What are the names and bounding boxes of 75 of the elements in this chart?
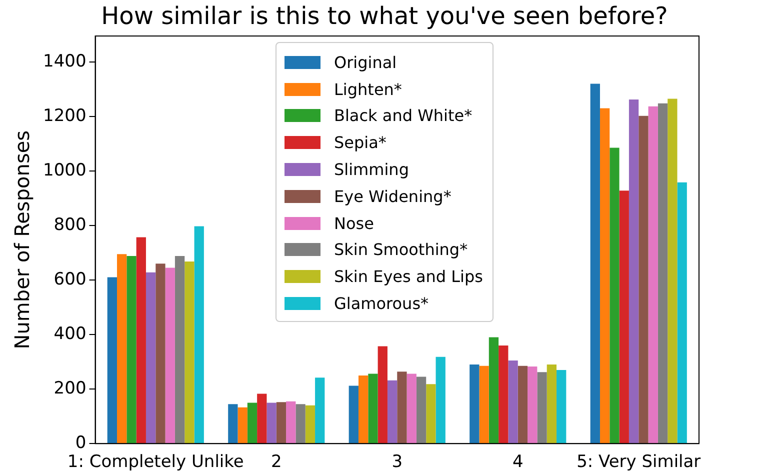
- bar: [619, 190, 629, 444]
- legend-label: Eye Widening*: [334, 186, 452, 206]
- bar: [348, 386, 358, 444]
- legend-label: Black and White*: [334, 106, 472, 126]
- bar: [590, 84, 600, 444]
- y-axis-title: Number of Responses: [10, 130, 34, 350]
- legend-label: Slimming: [334, 160, 409, 180]
- bar: [315, 378, 325, 444]
- bar: [528, 366, 538, 444]
- bar: [358, 375, 368, 444]
- bar: [498, 345, 508, 444]
- bar: [126, 256, 136, 444]
- bar: [416, 376, 426, 444]
- bar: [296, 404, 306, 444]
- bar: [610, 148, 620, 444]
- bar: [305, 405, 316, 444]
- bar: [600, 108, 610, 444]
- bar: [107, 277, 117, 444]
- y-tick-label: 0: [75, 433, 86, 454]
- bar: [286, 401, 296, 444]
- bar: [488, 337, 499, 444]
- y-tick-label: 400: [54, 324, 86, 344]
- legend-label: Original: [334, 52, 397, 72]
- bar: [479, 366, 489, 444]
- y-tick-label: 800: [54, 214, 86, 235]
- legend-label: Skin Smoothing*: [334, 240, 468, 260]
- bar: [174, 256, 185, 444]
- x-tick-label: 4: [512, 452, 524, 472]
- bar: [436, 356, 446, 444]
- bar: [238, 407, 248, 444]
- bar: [165, 268, 175, 444]
- bar: [518, 366, 528, 444]
- x-tick-label: 1: Completely Unlike: [67, 452, 244, 472]
- legend-label: Glamorous*: [334, 294, 429, 314]
- y-tick-label: 600: [54, 269, 86, 290]
- x-tick-label: 3: [392, 452, 403, 472]
- bar: [648, 106, 658, 444]
- bar: [406, 374, 416, 444]
- x-tick-label: 2: [270, 452, 282, 472]
- bar: [257, 394, 267, 444]
- bar: [677, 182, 687, 444]
- bar: [228, 404, 238, 444]
- bar: [266, 402, 276, 444]
- bar: [397, 372, 407, 444]
- y-tick-label: 1400: [43, 51, 86, 72]
- legend-label: Nose: [334, 214, 374, 233]
- bar: [537, 372, 547, 444]
- bar: [426, 384, 436, 444]
- bar: [628, 100, 639, 444]
- bar: [368, 374, 378, 444]
- bar: [117, 254, 127, 444]
- legend-label: Lighten*: [334, 80, 402, 99]
- bar: [194, 226, 204, 444]
- chart-title: How similar is this to what you've seen before?: [100, 2, 669, 30]
- bar: [470, 364, 480, 444]
- bar: [387, 380, 398, 444]
- legend-label: Sepia*: [334, 133, 386, 152]
- bar: [556, 370, 566, 444]
- bar: [668, 98, 678, 444]
- x-tick-label: 5: Very Similar: [576, 452, 701, 472]
- y-tick-label: 200: [54, 378, 86, 398]
- bar: [658, 103, 668, 444]
- bar: [247, 402, 258, 444]
- bar: [378, 346, 388, 444]
- bar: [136, 237, 146, 444]
- bar: [638, 116, 648, 444]
- bar: [276, 402, 286, 444]
- bar: [156, 264, 166, 444]
- legend-label: Skin Eyes and Lips: [334, 267, 483, 286]
- bar: [184, 261, 194, 444]
- bar: [508, 360, 518, 444]
- y-tick-label: 1000: [43, 160, 86, 180]
- bar: [546, 364, 557, 444]
- bar: [146, 272, 156, 444]
- y-tick-label: 1200: [43, 106, 86, 126]
